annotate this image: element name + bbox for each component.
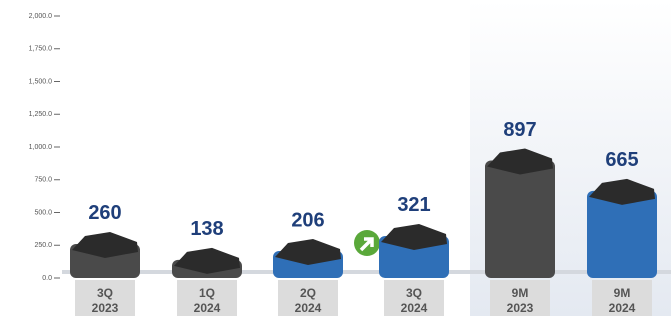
value-label: 138 (190, 218, 223, 240)
y-tick-label: 750.0 (34, 177, 52, 184)
chart: 0.0 250.0 500.0 750.0 1,000.0 1,250.0 1,500.0 1… (0, 0, 671, 316)
up-arrow-icon (354, 230, 380, 256)
y-tick-label: 1,500.0 (29, 78, 52, 85)
value-label: 260 (88, 202, 121, 224)
floor (62, 270, 671, 274)
y-tick-label: 1,250.0 (29, 111, 52, 118)
page: 0.0 250.0 500.0 750.0 1,000.0 1,250.0 1,500.0 1… (0, 0, 671, 316)
y-tick-label: 500.0 (34, 209, 52, 216)
y-tick-label: 1,750.0 (29, 46, 52, 53)
y-tick-label: 250.0 (34, 242, 52, 249)
bar (485, 160, 555, 278)
value-label: 665 (605, 149, 638, 171)
value-label: 897 (503, 119, 536, 141)
y-tick-label: 2,000.0 (29, 13, 52, 20)
y-tick-label: 1,000.0 (29, 144, 52, 151)
y-tick-label: 0.0 (42, 275, 52, 282)
value-label: 321 (397, 194, 430, 216)
value-label: 206 (291, 209, 324, 231)
